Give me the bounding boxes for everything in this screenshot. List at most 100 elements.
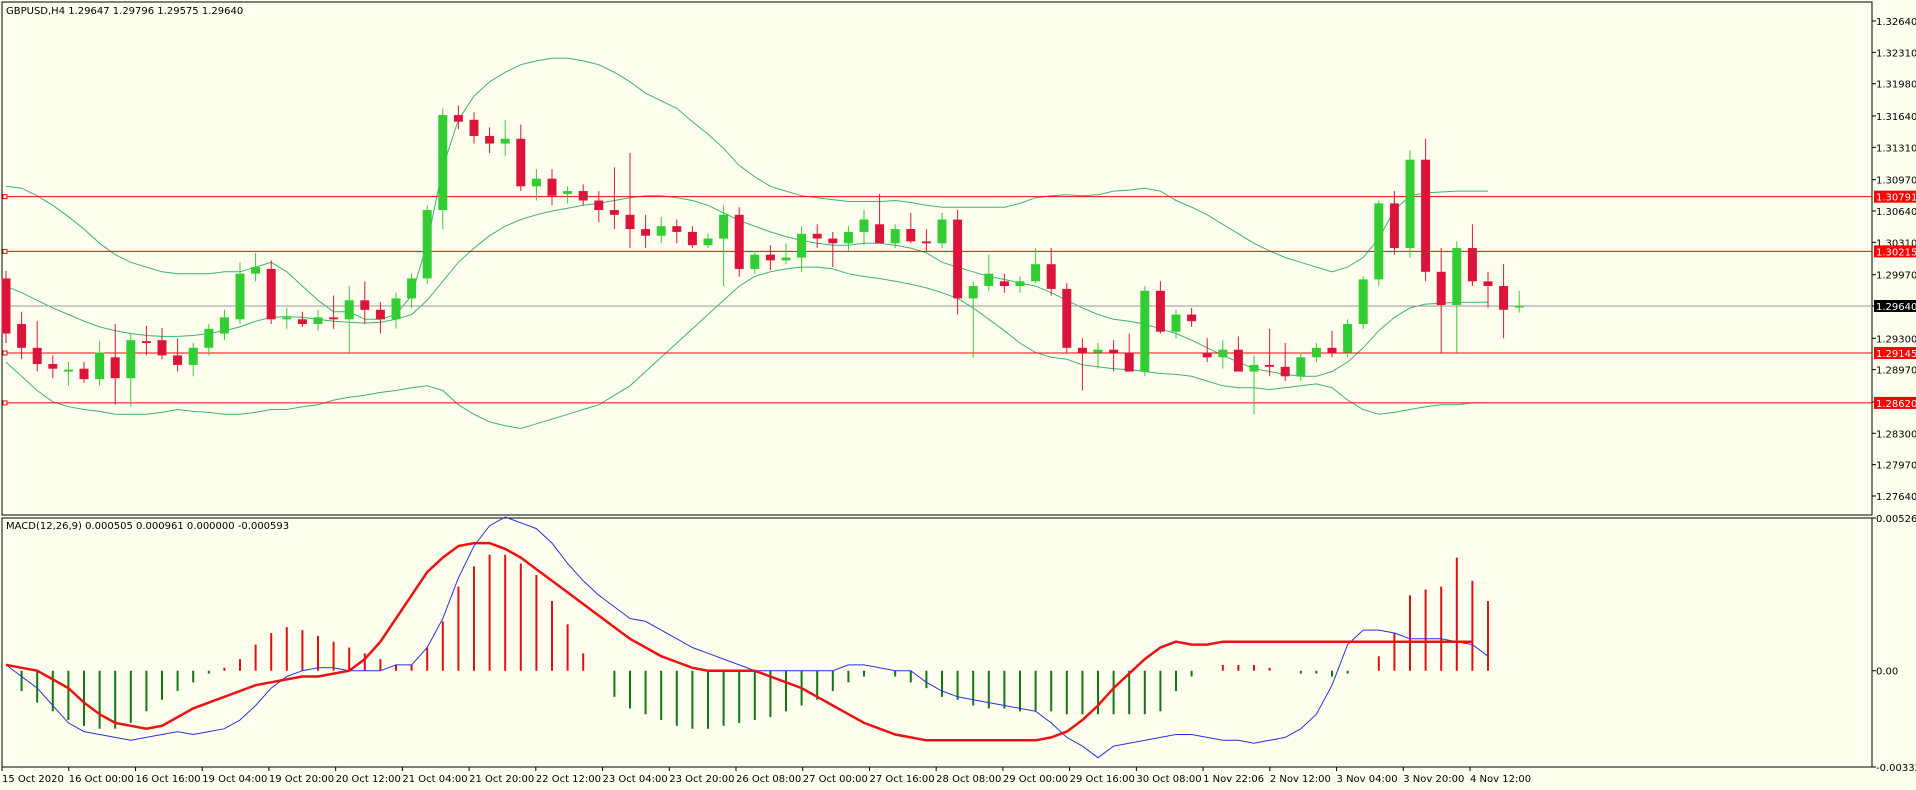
candle-body: [1265, 364, 1275, 367]
candle-body: [391, 298, 401, 320]
candle-body: [1031, 264, 1041, 282]
level-price-label: 1.30791: [1876, 193, 1916, 204]
time-tick-label: 26 Oct 08:00: [736, 774, 801, 785]
candle-body: [95, 352, 105, 380]
candle-body: [953, 219, 963, 299]
price-tick-label: 1.27640: [1876, 492, 1916, 503]
candle-body: [890, 229, 900, 244]
time-tick-label: 15 Oct 2020: [2, 774, 64, 785]
level-price-label: 1.30215: [1876, 247, 1916, 258]
candle-body: [141, 341, 151, 344]
time-tick-label: 4 Nov 12:00: [1470, 774, 1531, 785]
candle-body: [563, 191, 573, 194]
macd-signal-line: [5, 541, 1473, 742]
time-tick-label: 3 Nov 04:00: [1337, 774, 1398, 785]
time-tick-label: 27 Oct 16:00: [869, 774, 934, 785]
candle-body: [360, 300, 370, 310]
candle-body: [1311, 347, 1321, 358]
candle-body: [797, 233, 807, 258]
candle-body: [516, 138, 526, 187]
candle-body: [703, 238, 713, 246]
candle-body: [921, 241, 931, 244]
candle-body: [1077, 347, 1087, 353]
candle-body: [594, 200, 604, 211]
candle-body: [1499, 286, 1509, 310]
candle-body: [235, 273, 245, 320]
candle-body: [547, 178, 557, 196]
candle-body: [734, 214, 744, 269]
candle-body: [32, 347, 42, 364]
macd-tick-label: 0.005267: [1876, 514, 1916, 525]
candle-body: [1374, 203, 1384, 280]
candle-body: [1109, 349, 1119, 353]
candle-body: [1405, 159, 1415, 249]
time-tick-label: 29 Oct 16:00: [1070, 774, 1135, 785]
level-price-tag: [1874, 245, 1916, 258]
candle-body: [625, 214, 635, 230]
candle-body: [1280, 366, 1290, 377]
candle-body: [1343, 324, 1353, 353]
price-tick-label: 1.32310: [1876, 48, 1916, 59]
candle-body: [656, 226, 666, 236]
level-price-tag: [1874, 347, 1916, 360]
time-tick-label: 30 Oct 08:00: [1136, 774, 1201, 785]
candle-body: [781, 257, 791, 261]
candle-body: [968, 286, 978, 299]
candle-body: [485, 135, 495, 144]
candle-body: [438, 115, 448, 211]
time-tick-label: 29 Oct 00:00: [1003, 774, 1068, 785]
candle-body: [687, 231, 697, 246]
macd-tick-label: 0.00: [1876, 667, 1898, 678]
candle-body: [1171, 314, 1181, 332]
candle-body: [469, 119, 479, 136]
level-anchor: [2, 248, 8, 254]
candle-body: [282, 317, 292, 320]
candle-body: [937, 219, 947, 244]
time-tick-label: 16 Oct 16:00: [135, 774, 200, 785]
time-tick-label: 16 Oct 00:00: [69, 774, 134, 785]
candle-body: [719, 214, 729, 239]
time-tick-label: 23 Oct 04:00: [603, 774, 668, 785]
candle-body: [173, 355, 183, 365]
candle-body: [1062, 288, 1072, 348]
candle-body: [906, 229, 916, 242]
level-anchor: [2, 400, 8, 406]
candle-body: [1093, 349, 1103, 353]
bollinger-upper-line: [5, 57, 1488, 320]
time-tick-label: 27 Oct 00:00: [803, 774, 868, 785]
price-tick-label: 1.28970: [1876, 366, 1916, 377]
candle-body: [1327, 347, 1337, 353]
level-anchor: [2, 194, 8, 200]
candle-body: [266, 268, 276, 320]
time-tick-label: 19 Oct 20:00: [269, 774, 334, 785]
price-tick-label: 1.32640: [1876, 17, 1916, 28]
macd-pane: [5, 516, 1489, 759]
price-tick-label: 1.27970: [1876, 461, 1916, 472]
candle-body: [63, 369, 73, 372]
price-chart-title: GBPUSD,H4 1.29647 1.29796 1.29575 1.2964…: [6, 6, 243, 17]
macd-chart-title: MACD(12,26,9) 0.000505 0.000961 0.000000…: [6, 521, 289, 532]
candle-body: [765, 254, 775, 261]
time-tick-label: 2 Nov 12:00: [1270, 774, 1331, 785]
bollinger-middle-line: [5, 195, 1488, 377]
time-tick-label: 21 Oct 04:00: [402, 774, 467, 785]
candle-body: [1155, 290, 1165, 332]
candle-body: [297, 319, 307, 325]
candle-body: [375, 309, 385, 320]
candle-body: [1187, 314, 1197, 322]
price-tick-label: 1.28300: [1876, 429, 1916, 440]
price-tick-label: 1.29970: [1876, 271, 1916, 282]
time-tick-label: 23 Oct 20:00: [669, 774, 734, 785]
candle-body: [1467, 248, 1477, 282]
candle-body: [812, 233, 822, 239]
candle-body: [1421, 159, 1431, 272]
time-tick-label: 20 Oct 12:00: [336, 774, 401, 785]
candle-body: [1202, 352, 1212, 358]
candle-body: [1046, 264, 1056, 289]
candle-body: [1124, 352, 1134, 372]
current-price-tag: [1874, 300, 1916, 312]
candle-body: [313, 317, 323, 325]
time-tick-label: 19 Oct 04:00: [202, 774, 267, 785]
candle-body: [1218, 349, 1228, 358]
time-tick-label: 28 Oct 08:00: [936, 774, 1001, 785]
